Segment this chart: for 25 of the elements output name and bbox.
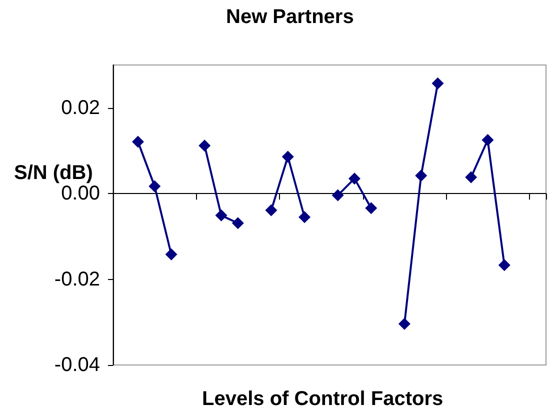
- point: [132, 136, 144, 148]
- point: [332, 189, 344, 202]
- point: [432, 77, 444, 90]
- y-axis-title: S/N (dB): [14, 162, 93, 184]
- point: [398, 318, 410, 330]
- point: [282, 150, 294, 163]
- point: [232, 217, 244, 230]
- point: [465, 171, 478, 184]
- point: [215, 209, 228, 222]
- y-tick-label: -0.02: [54, 268, 100, 290]
- point: [348, 172, 360, 185]
- point: [298, 211, 311, 224]
- chart-title: New Partners: [226, 6, 354, 28]
- point: [198, 140, 211, 152]
- point: [498, 259, 510, 272]
- point: [265, 204, 278, 216]
- point: [482, 134, 494, 146]
- x-axis-title: Levels of Control Factors: [202, 388, 444, 410]
- y-tick-label: 0.02: [61, 96, 100, 119]
- point: [365, 202, 378, 214]
- point: [415, 170, 428, 182]
- y-tick-label: 0.00: [61, 182, 100, 205]
- y-tick-label: -0.04: [54, 354, 100, 376]
- point: [148, 180, 161, 192]
- point: [165, 248, 178, 260]
